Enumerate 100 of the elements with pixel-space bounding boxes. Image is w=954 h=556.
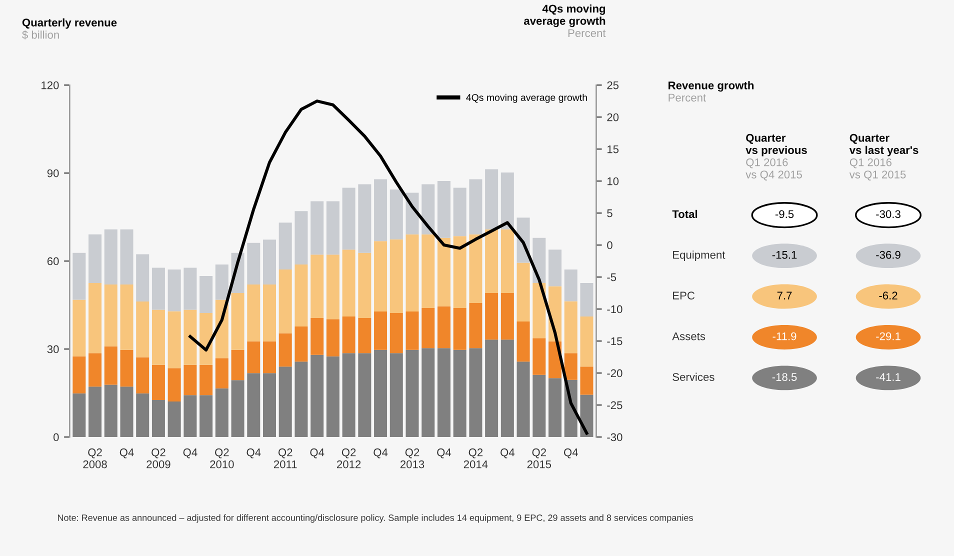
bar bbox=[72, 393, 86, 438]
bar bbox=[485, 169, 498, 230]
bar bbox=[358, 353, 372, 438]
bar bbox=[390, 312, 403, 354]
bar bbox=[231, 350, 244, 380]
bar bbox=[437, 238, 450, 306]
bar bbox=[580, 394, 594, 438]
text: -36.9 bbox=[876, 250, 900, 259]
bar bbox=[104, 284, 118, 346]
bar bbox=[120, 229, 134, 285]
bar bbox=[88, 283, 102, 354]
bar bbox=[406, 311, 419, 350]
bar bbox=[262, 284, 276, 342]
category-label: EPC bbox=[673, 292, 695, 300]
bar bbox=[262, 240, 276, 285]
bar bbox=[168, 270, 181, 312]
bar bbox=[215, 388, 228, 438]
bar bbox=[326, 356, 340, 438]
bar bbox=[184, 395, 197, 438]
x-tick-label: Q2 2012 bbox=[337, 448, 361, 468]
x-tick-label: Q4 bbox=[437, 448, 452, 458]
bar bbox=[453, 236, 466, 308]
bar bbox=[168, 402, 181, 438]
bar bbox=[342, 250, 356, 316]
bar bbox=[88, 234, 102, 284]
bar bbox=[247, 242, 260, 285]
x-tick-label: Q2 2009 bbox=[146, 448, 170, 468]
bar bbox=[374, 179, 388, 242]
x-tick-label: Q2 2014 bbox=[464, 448, 488, 468]
text: Note: Revenue as announced – adjusted for different accounting/disclosure policy. Sample includes 14 equipment, 9 EPC, 29 assets and 8 services companies bbox=[58, 514, 693, 523]
x-tick-label: Q4 bbox=[246, 448, 261, 458]
bar bbox=[564, 301, 578, 354]
bar bbox=[72, 356, 86, 394]
y-tick-label: 30 bbox=[47, 345, 59, 354]
bar bbox=[469, 348, 482, 438]
bar bbox=[437, 306, 450, 348]
bar bbox=[374, 350, 388, 438]
bar bbox=[310, 318, 324, 355]
bar bbox=[215, 358, 228, 388]
bar bbox=[326, 254, 340, 320]
bar bbox=[262, 373, 276, 438]
bar bbox=[136, 357, 150, 394]
bar bbox=[485, 340, 498, 438]
bar bbox=[247, 284, 260, 342]
text: -15.1 bbox=[772, 251, 797, 259]
bar bbox=[500, 340, 514, 438]
bar bbox=[485, 293, 498, 340]
bar bbox=[580, 316, 594, 367]
bar bbox=[500, 172, 514, 230]
bar bbox=[184, 268, 197, 310]
bar bbox=[342, 316, 356, 354]
category-label: Equipment bbox=[673, 250, 726, 261]
bar bbox=[580, 366, 594, 395]
y-tick-label: 60 bbox=[47, 257, 59, 266]
bar bbox=[406, 350, 419, 438]
bar bbox=[294, 211, 308, 265]
bar bbox=[342, 188, 356, 250]
bar bbox=[278, 222, 292, 270]
category-label: Quarter vs previous Q1 2016 vs Q4 2015 bbox=[746, 134, 807, 180]
bar bbox=[104, 384, 118, 438]
x-tick-label: Q4 bbox=[500, 448, 515, 458]
y-tick-label: 120 bbox=[42, 81, 59, 90]
bar bbox=[422, 234, 435, 308]
y-axis-title: Quarterly revenue $ billion bbox=[22, 18, 117, 40]
text: Revenue growth Percent bbox=[668, 81, 754, 102]
bar bbox=[390, 239, 403, 313]
text: -18.5 bbox=[772, 373, 797, 381]
bar bbox=[310, 201, 324, 255]
bar bbox=[184, 310, 197, 365]
bar bbox=[168, 368, 181, 402]
x-tick-label: Q2 2011 bbox=[274, 448, 297, 468]
bar bbox=[564, 270, 578, 302]
bar bbox=[374, 311, 388, 350]
text: -41.1 bbox=[876, 373, 900, 381]
text: -6.2 bbox=[879, 292, 898, 300]
bar bbox=[247, 341, 260, 374]
bar bbox=[104, 229, 118, 285]
bar bbox=[294, 362, 308, 438]
x-tick-label: Q4 bbox=[564, 448, 578, 458]
y-tick-label: 90 bbox=[47, 169, 59, 178]
bar bbox=[548, 378, 562, 438]
y2-axis-title: 4Qs moving average growth Percent bbox=[524, 4, 606, 38]
bar bbox=[184, 364, 197, 396]
bar bbox=[453, 350, 466, 438]
bar bbox=[152, 364, 165, 400]
bar bbox=[532, 374, 546, 438]
y2-tick-label: 0 bbox=[607, 241, 612, 250]
bar bbox=[326, 201, 340, 255]
bar bbox=[390, 189, 403, 240]
bar bbox=[136, 302, 150, 358]
bar bbox=[500, 229, 514, 294]
bar bbox=[72, 252, 86, 300]
y-tick-label: 0 bbox=[53, 433, 59, 442]
bar bbox=[437, 180, 450, 238]
bar bbox=[294, 326, 308, 362]
bar bbox=[120, 284, 134, 350]
bar bbox=[278, 333, 292, 367]
bar bbox=[485, 229, 498, 294]
y2-tick-label: 25 bbox=[607, 81, 619, 90]
bar bbox=[88, 386, 102, 438]
